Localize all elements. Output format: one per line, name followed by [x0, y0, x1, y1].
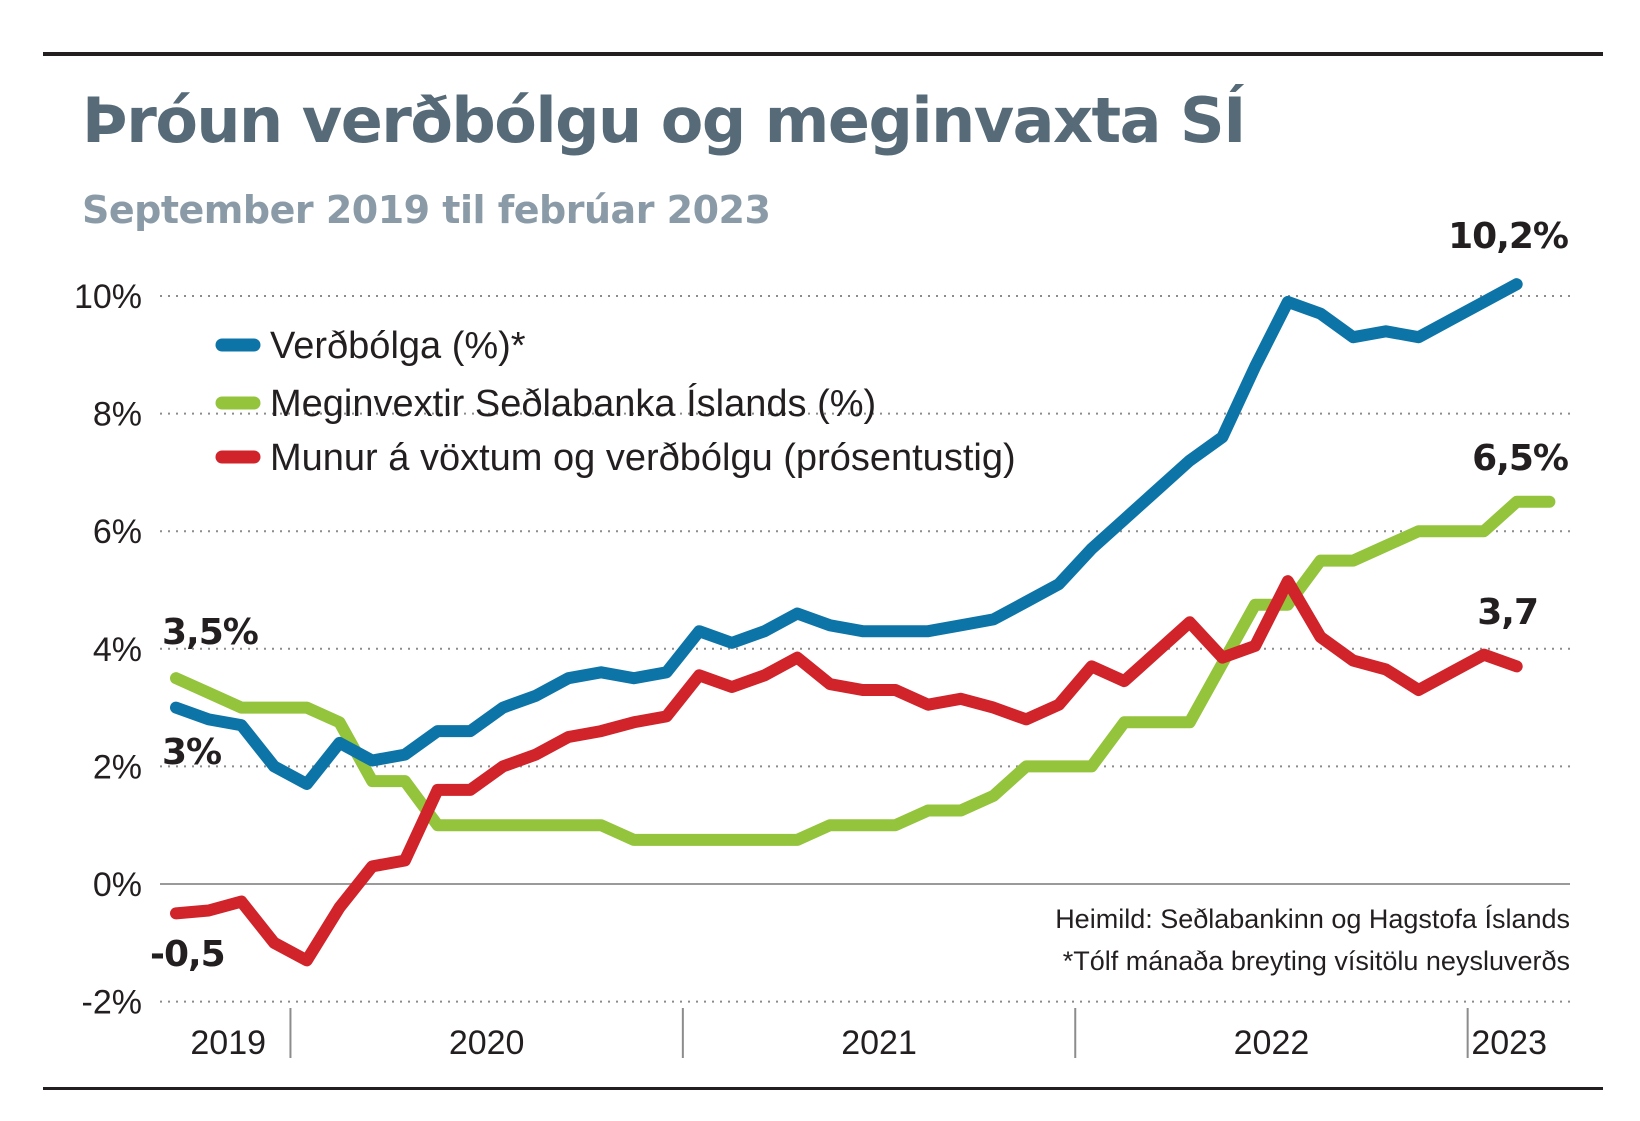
legend-label: Meginvextir Seðlabanka Íslands (%) — [270, 382, 876, 425]
legend-label: Munur á vöxtum og verðbólgu (prósentusti… — [270, 437, 1016, 479]
data-label: 3% — [162, 732, 221, 773]
gridlines — [160, 295, 1570, 1003]
x-tick-label: 2021 — [841, 1024, 917, 1062]
series-line — [170, 575, 1523, 967]
chart-title: Þróun verðbólgu og meginvaxta SÍ — [82, 84, 1246, 157]
top-rule — [43, 52, 1603, 56]
legend-label: Verðbólga (%)* — [270, 325, 526, 367]
bottom-rule — [43, 1087, 1603, 1090]
data-labels: 3,5% 3% -0,5 10,2% 6,5% 3,7 — [150, 216, 1569, 975]
y-tick-label: 10% — [74, 278, 142, 316]
data-label: 6,5% — [1472, 438, 1568, 479]
x-axis: 2019 2020 2021 2022 2023 — [190, 1008, 1547, 1062]
chart-subtitle: September 2019 til febrúar 2023 — [82, 188, 771, 232]
y-tick-label: 4% — [93, 631, 142, 669]
source-note: Heimild: Seðlabankinn og Hagstofa Ísland… — [1055, 904, 1570, 934]
series-line — [170, 278, 1523, 790]
data-label: -0,5 — [150, 934, 225, 975]
data-label: 3,7 — [1477, 592, 1538, 633]
y-tick-label: 0% — [93, 866, 142, 904]
x-tick-label: 2020 — [449, 1024, 525, 1062]
x-tick-label: 2019 — [190, 1024, 266, 1062]
source-notes: Heimild: Seðlabankinn og Hagstofa Ísland… — [1055, 904, 1570, 976]
x-tick-label: 2022 — [1234, 1024, 1310, 1062]
y-tick-label: 6% — [93, 513, 142, 551]
y-axis-ticks: 10% 8% 6% 4% 2% 0% -2% — [74, 278, 142, 1022]
y-tick-label: -2% — [82, 984, 142, 1022]
y-tick-label: 2% — [93, 748, 142, 786]
data-label: 3,5% — [162, 612, 258, 653]
x-tick-label: 2023 — [1471, 1024, 1547, 1062]
data-label: 10,2% — [1448, 216, 1568, 257]
source-note: *Tólf mánaða breyting vísitölu neysluver… — [1063, 946, 1570, 976]
series-lines — [170, 278, 1556, 967]
y-tick-label: 8% — [93, 396, 142, 434]
legend: Verðbólga (%)* Meginvextir Seðlabanka Ísl… — [215, 325, 1016, 479]
series-line — [170, 495, 1556, 846]
